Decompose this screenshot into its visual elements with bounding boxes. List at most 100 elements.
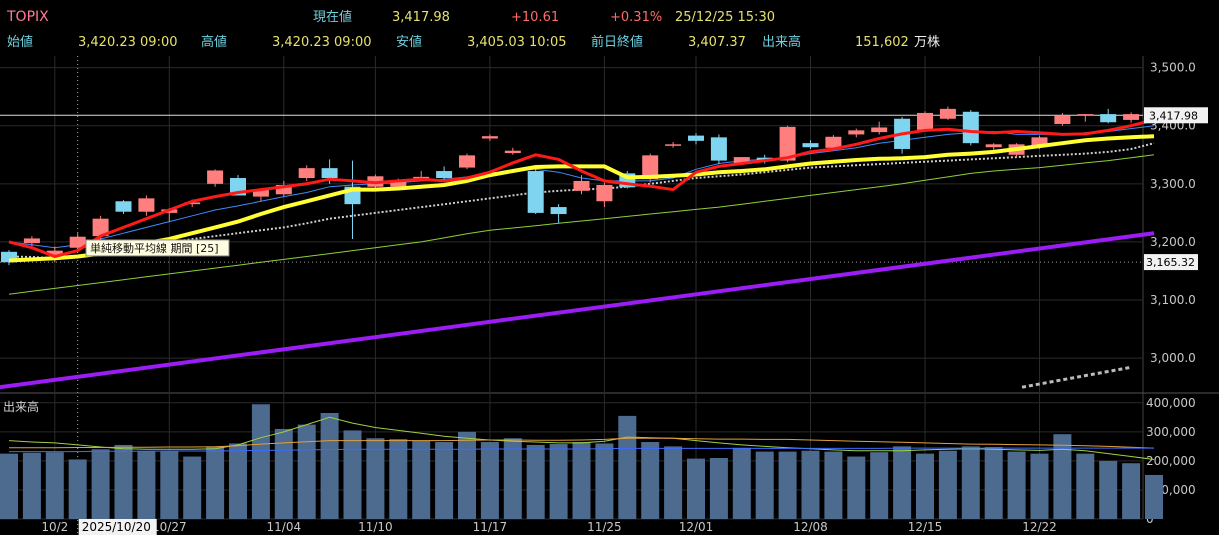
volume-tick-label: 400,000 <box>1146 396 1196 410</box>
volume-bar <box>1122 463 1141 519</box>
candle-body <box>1100 114 1117 123</box>
current-price-tag-label: 3,417.98 <box>1149 109 1198 122</box>
volume-bar <box>732 447 751 519</box>
volume-bar <box>458 431 476 519</box>
price-tick-label: 3,300.0 <box>1150 177 1196 191</box>
volume-bar <box>1145 474 1163 519</box>
candle-body <box>298 168 315 179</box>
candle-body <box>115 201 132 212</box>
volume-bar <box>320 412 339 519</box>
volume-bar <box>1053 434 1072 519</box>
open-value: 3,420.23 09:00 <box>78 35 178 50</box>
volume-bar <box>22 452 41 519</box>
volume-bar <box>938 450 957 519</box>
reference-price-tag-label: 3,165.32 <box>1146 256 1195 269</box>
volume-bar <box>160 450 179 519</box>
ma-mid-line <box>8 134 1155 263</box>
candle-body <box>917 112 933 130</box>
volume-bar <box>801 450 820 519</box>
date-tick-label: 10/2 <box>41 520 68 534</box>
date-tick-label: 12/15 <box>908 520 943 534</box>
volume-bar <box>893 446 912 519</box>
candle-body <box>207 170 224 184</box>
volume-bar <box>1007 451 1026 519</box>
candle-body <box>939 108 956 119</box>
candle-body <box>1123 114 1140 120</box>
candle-body <box>802 143 819 148</box>
volume-tick-label: 300,000 <box>1146 425 1196 439</box>
volume-bar <box>687 458 705 519</box>
volume-bar <box>824 451 843 519</box>
volume-ma-orange <box>9 437 1155 449</box>
prev-close-value: 3,407.37 <box>688 35 746 50</box>
candle-body <box>390 180 407 187</box>
ma-long-line <box>0 231 1155 390</box>
candle-body <box>1054 115 1071 124</box>
candle-body <box>962 111 979 144</box>
candle-body <box>92 218 109 237</box>
candle-body <box>550 207 567 215</box>
volume-bar <box>412 440 431 519</box>
open-label: 始値 <box>7 35 34 50</box>
candle-body <box>527 171 544 213</box>
current-price-tag <box>1144 107 1208 124</box>
current-value-label: 現在値 <box>313 10 353 25</box>
volume-bar <box>1076 453 1095 519</box>
date-tick-label: 10/27 <box>152 520 187 534</box>
legend-tooltip-text: 単純移動平均線 期間 [25] <box>90 241 219 255</box>
candle-body <box>321 168 338 179</box>
symbol-title: TOPIX <box>7 9 49 25</box>
candle-body <box>710 137 727 161</box>
volume-bar <box>503 438 522 519</box>
volume-bar <box>778 451 797 519</box>
candle-body <box>46 250 63 255</box>
volume-bar <box>45 452 64 519</box>
volume-bar <box>343 430 362 519</box>
volume-bar <box>984 446 1003 519</box>
high-value: 3,420.23 09:00 <box>272 35 372 50</box>
candle-body <box>665 144 682 146</box>
legend-tooltip-box <box>85 239 230 257</box>
candle-body <box>985 144 1002 148</box>
projection-line <box>1021 365 1131 389</box>
candle-body <box>252 189 269 197</box>
datetime: 25/12/25 15:30 <box>675 10 775 25</box>
prev-close-label: 前日終値 <box>591 35 644 50</box>
candle-body <box>138 198 155 212</box>
candle-body <box>733 157 750 164</box>
candle-body <box>481 136 498 139</box>
date-tick-label: 11/04 <box>267 520 302 534</box>
volume-bar <box>664 446 683 519</box>
price-tick-label: 3,100.0 <box>1150 293 1196 307</box>
volume-bar <box>847 456 866 519</box>
crosshair-date-tag <box>78 519 157 535</box>
volume-bar <box>572 442 591 519</box>
volume-bar <box>274 428 293 519</box>
volume-ma-green <box>8 416 1155 460</box>
low-label: 安値 <box>396 35 423 50</box>
candle-body <box>275 184 292 195</box>
date-tick-label: 12/08 <box>793 520 828 534</box>
price-tick-label: 3,000.0 <box>1150 351 1196 365</box>
ma-short-line <box>8 118 1155 259</box>
candle-body <box>23 238 40 244</box>
volume-bar <box>137 450 156 519</box>
candle-body <box>1077 114 1094 116</box>
volume-bar <box>709 458 728 519</box>
volume-bar <box>366 438 385 519</box>
change-value: +10.61 <box>511 10 560 25</box>
high-label: 高値 <box>201 35 228 50</box>
candle-body <box>1 251 17 263</box>
volume-bar <box>389 439 408 519</box>
candle-body <box>504 150 521 154</box>
low-value: 3,405.03 10:05 <box>467 35 567 50</box>
candle-body <box>871 127 888 133</box>
volume-bar <box>114 444 133 519</box>
candle-body <box>848 130 865 135</box>
volume-bar <box>526 444 545 519</box>
price-tick-label: 3,500.0 <box>1150 61 1196 75</box>
date-tick-label: 12/22 <box>1022 520 1057 534</box>
volume-bar <box>755 451 774 519</box>
